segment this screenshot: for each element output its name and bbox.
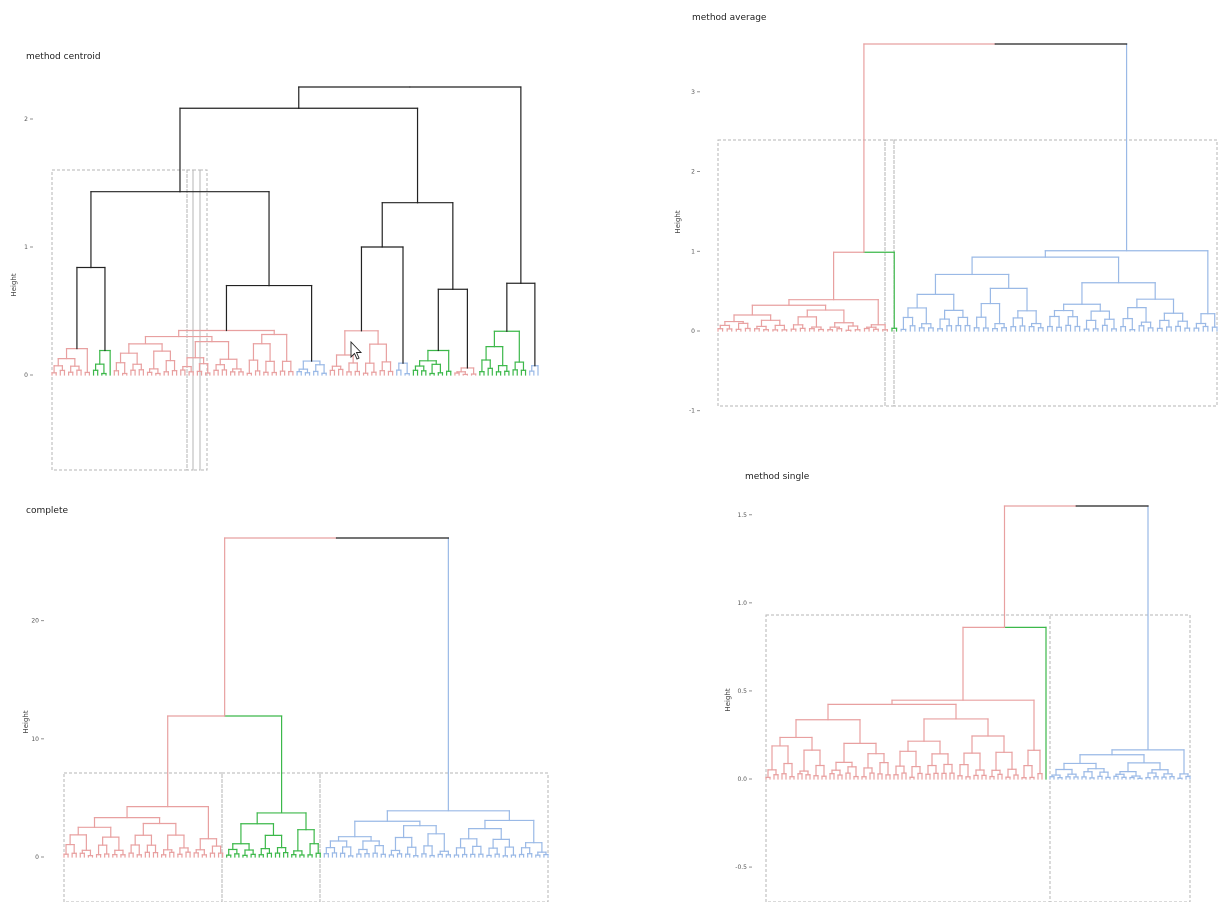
y-tick-label: 3 <box>691 89 695 96</box>
cluster-box <box>63 772 223 902</box>
cluster-box <box>1049 614 1191 902</box>
centroid-title: method centroid <box>26 52 101 62</box>
cluster-box <box>319 772 549 902</box>
average-tree <box>717 43 1218 332</box>
complete-tree <box>63 537 549 858</box>
y-tick-label: -0.5 <box>735 864 747 871</box>
average-title: method average <box>692 13 767 23</box>
single-ylabel: Height <box>724 688 732 711</box>
y-tick-label: 0.5 <box>737 688 747 695</box>
complete-title: complete <box>26 506 69 516</box>
single-cluster-boxes <box>765 614 1191 902</box>
centroid-ylabel: Height <box>10 273 18 296</box>
y-tick-label: 1 <box>691 248 695 255</box>
complete-cluster-boxes <box>63 772 549 902</box>
single-y-axis: -0.5 0.0 0.5 1.0 1.5 <box>735 512 752 871</box>
centroid-dendrogram-panel: method centroid Height 0 1 2 <box>10 52 539 471</box>
single-tree <box>765 505 1191 780</box>
y-tick-label: 2 <box>691 169 695 176</box>
y-tick-label: 2 <box>24 116 28 123</box>
centroid-tree <box>51 86 539 376</box>
cluster-box <box>893 139 1218 407</box>
y-tick-label: 0.0 <box>737 776 747 783</box>
y-tick-label: 1.5 <box>737 512 747 519</box>
y-tick-label: -1 <box>689 408 695 415</box>
complete-ylabel: Height <box>22 710 30 733</box>
y-tick-label: 0 <box>35 854 39 861</box>
single-dendrogram-panel: method single Height -0.5 0.0 0.5 1.0 1.5 <box>724 472 1191 902</box>
complete-dendrogram-panel: complete Height 0 10 20 <box>22 506 549 902</box>
cluster-box <box>765 614 1051 902</box>
centroid-y-axis: 0 1 2 <box>24 116 33 379</box>
y-tick-label: 0 <box>24 372 28 379</box>
average-dendrogram-panel: method average Height -1 0 1 2 3 <box>674 13 1218 415</box>
y-tick-label: 10 <box>31 736 39 743</box>
cluster-box <box>221 772 321 902</box>
centroid-cluster-boxes <box>51 169 208 471</box>
single-title: method single <box>745 472 810 482</box>
y-tick-label: 1 <box>24 244 28 251</box>
average-ylabel: Height <box>674 210 682 233</box>
cluster-box <box>717 139 886 407</box>
mouse-cursor-icon <box>350 340 363 360</box>
average-cluster-boxes <box>717 139 1218 407</box>
y-tick-label: 1.0 <box>737 600 747 607</box>
cluster-box <box>199 169 208 471</box>
cluster-box <box>186 169 194 471</box>
y-tick-label: 20 <box>31 618 39 625</box>
cluster-box <box>192 169 201 471</box>
cluster-box <box>51 169 188 471</box>
complete-y-axis: 0 10 20 <box>31 618 44 861</box>
cluster-box <box>884 139 895 407</box>
average-y-axis: -1 0 1 2 3 <box>689 89 700 415</box>
y-tick-label: 0 <box>691 328 695 335</box>
